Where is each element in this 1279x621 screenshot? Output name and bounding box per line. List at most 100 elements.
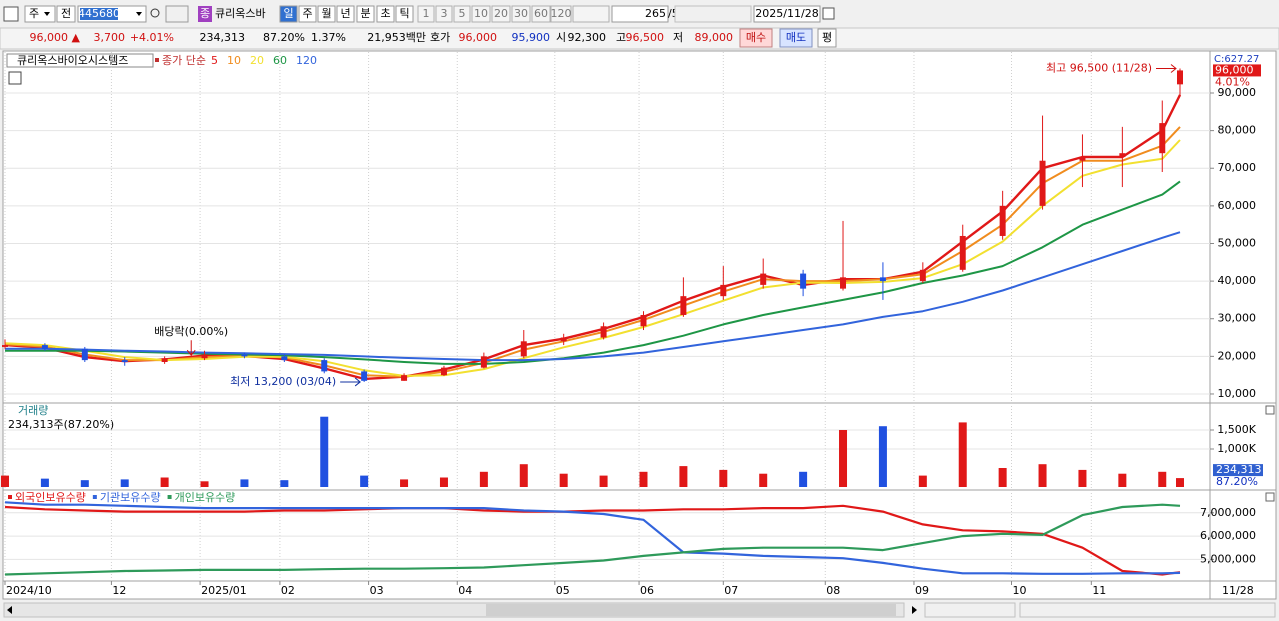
candle-body [81, 348, 88, 361]
interval-button[interactable] [511, 5, 531, 23]
interval: 3 [441, 7, 448, 20]
calendar-icon[interactable] [822, 7, 835, 20]
change-label: 4.01% [1215, 75, 1250, 88]
tool-icons[interactable] [674, 5, 752, 23]
panel-button[interactable] [1265, 405, 1275, 415]
x-tick-label: 06 [640, 584, 654, 597]
candle-body [201, 354, 208, 359]
volume-bar [280, 480, 289, 487]
candle-body [1119, 153, 1126, 157]
date: 2025/11/28 [755, 7, 818, 20]
quote-high: 96,500 [626, 31, 665, 44]
y-tick-label: 40,000 [1218, 274, 1257, 287]
date-input[interactable] [753, 5, 821, 23]
code: 445680 [78, 7, 120, 20]
count-input[interactable] [611, 5, 669, 23]
interval-select[interactable] [572, 5, 610, 23]
volume-bar [1176, 478, 1184, 487]
candle-body [1039, 160, 1046, 206]
period-button[interactable] [395, 5, 414, 23]
x-tick-label: 2025/01 [201, 584, 247, 597]
period-button[interactable] [336, 5, 355, 23]
volume-bar [200, 481, 209, 487]
candle-body [919, 269, 926, 282]
annotation: 최저 13,200 (03/04) [230, 375, 336, 388]
volume-bar [1118, 473, 1127, 487]
quote-volume-ratio: 87.20% [263, 31, 305, 44]
period-button[interactable] [376, 5, 395, 23]
market-select[interactable] [24, 5, 56, 23]
volume-bar [839, 430, 848, 487]
interval-button[interactable] [435, 5, 453, 23]
dropdown-arrow[interactable] [44, 12, 50, 16]
volume-bar [320, 416, 329, 487]
period-button[interactable] [298, 5, 317, 23]
table-button[interactable] [8, 71, 22, 85]
quote-turnover: 1.37% [311, 31, 346, 44]
period-button[interactable] [356, 5, 375, 23]
y-tick-label: 60,000 [1218, 199, 1257, 212]
y-tick-label: 6,000,000 [1200, 529, 1256, 542]
period-button[interactable] [279, 5, 298, 23]
x-tick-label: 03 [370, 584, 384, 597]
sell-button[interactable] [779, 28, 813, 48]
buy-button[interactable] [739, 28, 773, 48]
x-tick-label: 12 [112, 584, 126, 597]
zoom-controls[interactable] [1019, 602, 1276, 618]
interval-button[interactable] [491, 5, 511, 23]
period: 분 [360, 7, 370, 20]
sound-button[interactable] [165, 5, 189, 23]
interval-button[interactable] [471, 5, 491, 23]
title-box [6, 53, 154, 68]
avg-button[interactable] [817, 28, 837, 48]
x-tick-label: 05 [556, 584, 570, 597]
annotation-arrow [340, 377, 361, 387]
candle-body [600, 326, 607, 338]
x-tick-label: 07 [724, 584, 738, 597]
legend-entry: 120 [296, 54, 317, 67]
prev-button[interactable] [56, 5, 76, 23]
panel-button[interactable] [1265, 492, 1275, 502]
volume-bar [80, 480, 89, 487]
y-tick-label: 10,000 [1218, 387, 1257, 400]
volume-title: 거래량 [18, 404, 48, 417]
volume-bar [958, 422, 967, 487]
last-volume-box [1213, 464, 1263, 477]
playback-controls[interactable] [924, 602, 1016, 618]
candle-body [680, 296, 687, 315]
candle-body [760, 273, 767, 285]
legend-marker [92, 495, 97, 499]
volume-bar [479, 471, 488, 487]
period-button[interactable] [317, 5, 336, 23]
x-tick-label: 02 [281, 584, 295, 597]
interval-button[interactable] [417, 5, 435, 23]
candle-body [121, 360, 128, 363]
volume-bar [559, 473, 568, 487]
candle-body [1079, 156, 1086, 161]
quote-volume: 234,313 [200, 31, 246, 44]
interval: 30 [514, 7, 528, 20]
volume-bar [160, 477, 169, 487]
last-volume: 234,313 [1216, 463, 1262, 476]
interval-button[interactable] [550, 5, 572, 23]
scroll-left[interactable] [7, 606, 12, 614]
right-axis [1209, 50, 1277, 600]
quote-amount: 21,953백만 [367, 31, 426, 44]
dropdown-arrow[interactable] [136, 12, 142, 16]
volume-bar [639, 471, 648, 487]
scroll-right[interactable] [912, 606, 917, 614]
volume-bar [599, 475, 608, 487]
legend-title: 종가 단순 [162, 54, 206, 67]
scroll-thumb[interactable] [486, 604, 896, 616]
interval-button[interactable] [453, 5, 471, 23]
interval: 120 [551, 7, 572, 20]
volume-ratio: 87.20% [1216, 475, 1258, 488]
search-icon[interactable] [150, 8, 160, 18]
y-tick-label: 7,000,000 [1200, 506, 1256, 519]
volume-bar [1078, 469, 1087, 487]
prev: 전 [61, 7, 71, 20]
candle-body [800, 273, 807, 289]
interval-button[interactable] [531, 5, 551, 23]
toolbar-icon[interactable] [3, 6, 19, 22]
candle-body [959, 235, 966, 270]
